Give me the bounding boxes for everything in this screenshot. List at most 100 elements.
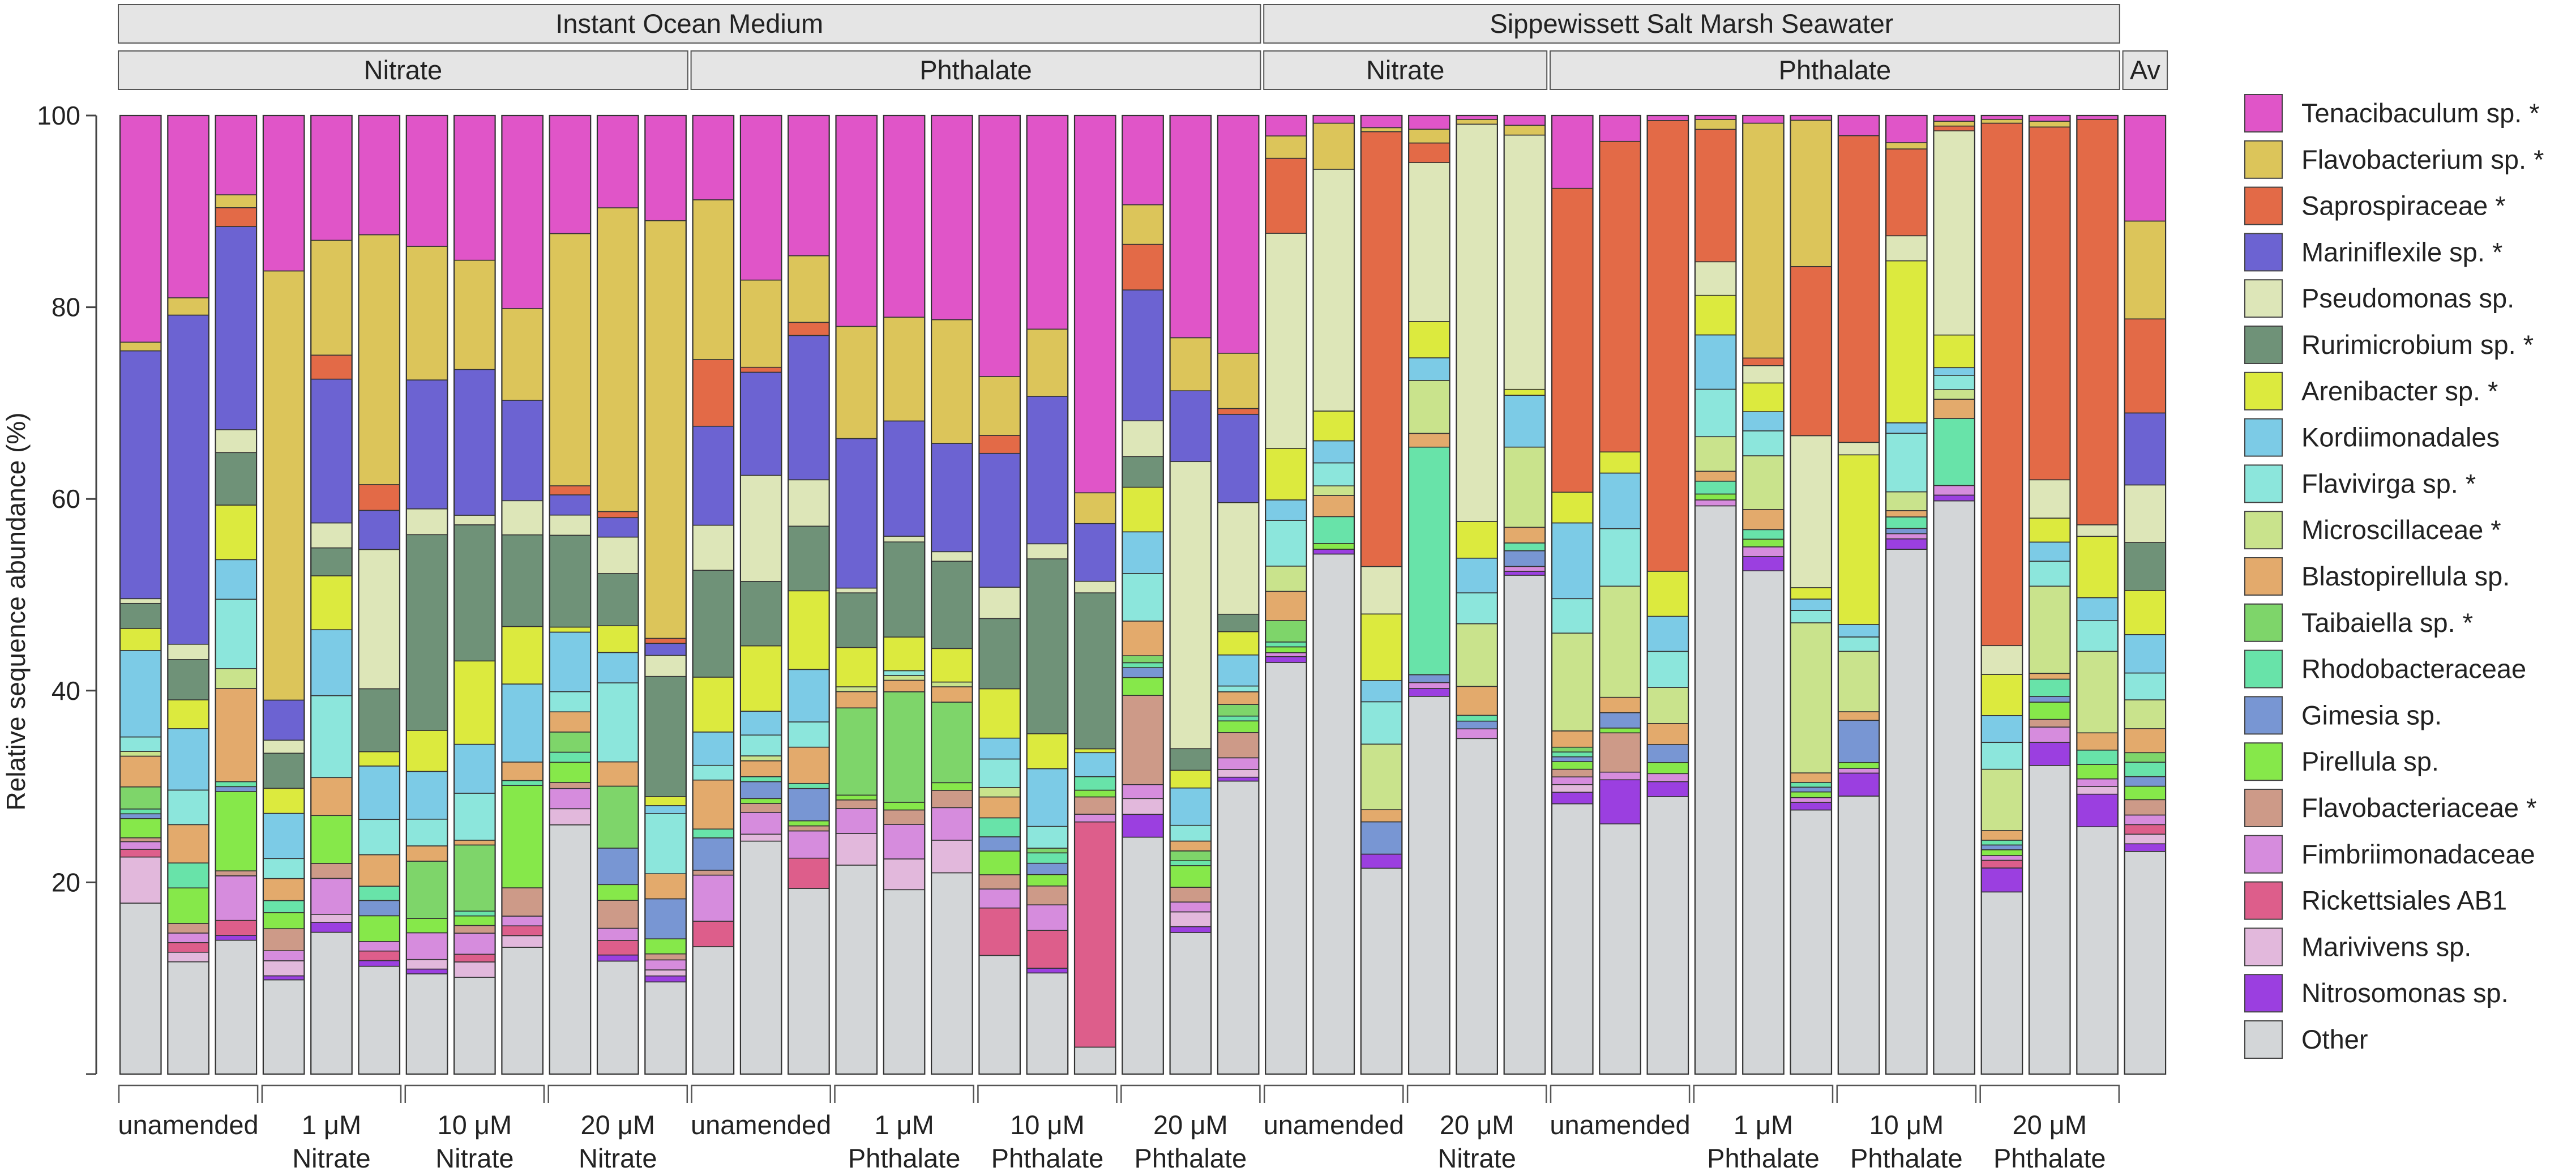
bar-20 — [1026, 114, 1069, 1075]
bar-segment — [740, 371, 782, 476]
bar-segment — [1456, 715, 1498, 722]
legend-item: Gimesia sp. — [2244, 696, 2442, 735]
bar-segment — [1456, 623, 1498, 687]
bar-segment — [2076, 732, 2119, 751]
bar-segment — [1980, 855, 2023, 861]
bar-segment — [1026, 874, 1068, 887]
bar-segment — [1408, 380, 1450, 434]
bar-segment — [1408, 433, 1450, 448]
bar-segment — [1408, 674, 1450, 683]
bar-segment — [883, 809, 926, 825]
bar-segment — [1026, 768, 1068, 827]
bar-segment — [1694, 505, 1737, 1075]
bar-segment — [740, 840, 782, 1075]
bar-segment — [1885, 422, 1928, 434]
bar-segment — [1646, 762, 1689, 775]
bar-segment — [167, 643, 209, 660]
legend-swatch — [2244, 140, 2283, 179]
bar-segment — [1265, 157, 1307, 234]
sub-strip-box — [118, 50, 688, 90]
bar-segment — [883, 679, 926, 692]
bar-segment — [1933, 367, 1975, 376]
bar-segment — [1790, 115, 1832, 121]
bar-segment — [405, 973, 448, 1075]
bar-segment — [119, 849, 162, 858]
bar-segment — [1408, 162, 1450, 322]
bar-segment — [1217, 654, 1260, 687]
bar-segment — [167, 728, 209, 791]
bar-segment — [1933, 485, 1975, 496]
legend-swatch — [2244, 789, 2283, 827]
bar-segment — [1217, 685, 1260, 692]
bar-segment — [1217, 720, 1260, 733]
bar-segment — [358, 900, 400, 917]
bar-segment — [358, 886, 400, 901]
bar-segment — [167, 659, 209, 700]
bar-segment — [835, 326, 878, 439]
bar-segment — [501, 887, 544, 917]
bar-segment — [1074, 580, 1116, 593]
bar-segment — [1408, 688, 1450, 697]
bar-segment — [835, 592, 878, 648]
legend-label: Gimesia sp. — [2301, 700, 2442, 730]
bar-segment — [835, 115, 878, 327]
bar-segment — [215, 559, 257, 600]
legend-label: Taibaiella sp. * — [2301, 608, 2473, 638]
bar-segment — [2076, 793, 2119, 828]
bar-segment — [1694, 499, 1737, 507]
bar-segment — [1646, 615, 1689, 652]
bar-outline — [453, 114, 496, 1075]
bar-segment — [788, 322, 830, 336]
bar-segment — [1646, 120, 1689, 572]
legend-item: Flavivirga sp. * — [2244, 464, 2476, 503]
bar-outline — [1408, 114, 1450, 1075]
bar-segment — [1838, 442, 1880, 456]
group-bracket — [1406, 1084, 1547, 1103]
bar-43 — [2124, 114, 2167, 1075]
bar-segment — [167, 297, 209, 316]
bar-segment — [2124, 115, 2166, 222]
bar-segment — [501, 400, 544, 502]
bar-segment — [740, 711, 782, 736]
bar-segment — [263, 878, 305, 901]
bar-segment — [1217, 776, 1260, 782]
bar-segment — [1933, 375, 1975, 390]
bar-segment — [1265, 448, 1307, 501]
bar-segment — [119, 837, 162, 843]
bar-outline — [1073, 114, 1116, 1075]
group-bracket — [404, 1084, 545, 1103]
bar-segment — [1551, 751, 1594, 758]
legend-label: Arenibacter sp. * — [2301, 376, 2498, 406]
bar-segment — [1026, 968, 1068, 974]
bar-segment — [167, 862, 209, 889]
group-label-line2: Phthalate — [1993, 1143, 2106, 1173]
bar-segment — [263, 960, 305, 977]
bar-segment — [644, 873, 687, 900]
bar-segment — [1312, 485, 1355, 496]
bar-segment — [740, 734, 782, 756]
group-label-line1: 20 μM — [1153, 1110, 1228, 1140]
bar-segment — [978, 618, 1021, 690]
bar-segment — [1694, 436, 1737, 472]
legend-label: Pseudomonas sp. — [2301, 283, 2514, 313]
bar-segment — [692, 359, 734, 427]
bar-segment — [215, 598, 257, 669]
bar-segment — [1026, 848, 1068, 854]
bar-segment — [549, 514, 592, 536]
bar-segment — [1122, 531, 1164, 574]
bar-segment — [549, 808, 592, 826]
bar-segment — [597, 517, 639, 538]
bar-segment — [501, 115, 544, 309]
legend-label: Blastopirellula sp. — [2301, 561, 2510, 591]
legend-swatch — [2244, 974, 2283, 1013]
bar-segment — [2124, 776, 2166, 787]
bar-segment — [1122, 798, 1164, 815]
bar-segment — [931, 686, 973, 703]
bar-outline — [358, 114, 401, 1075]
bar-23 — [1169, 114, 1212, 1075]
bar-segment — [453, 933, 496, 955]
bar-segment — [1694, 119, 1737, 130]
bar-segment — [310, 354, 353, 380]
bar-segment — [1026, 733, 1068, 769]
bar-segment — [1694, 471, 1737, 482]
